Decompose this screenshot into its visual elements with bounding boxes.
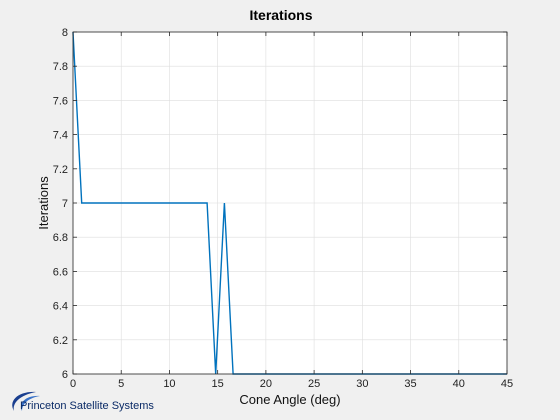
x-tick-label: 30 <box>356 378 368 390</box>
x-axis: 0 5 10 15 20 25 30 35 40 45 <box>70 32 513 390</box>
y-tick-label: 7.6 <box>53 95 68 107</box>
y-tick-label: 6 <box>62 369 68 381</box>
x-tick-label: 10 <box>163 378 175 390</box>
y-tick-label: 7.4 <box>53 130 68 142</box>
x-tick-label: 40 <box>453 378 465 390</box>
company-name: Princeton Satellite Systems <box>20 400 154 412</box>
y-tick-label: 8 <box>62 27 68 39</box>
x-tick-label: 15 <box>212 378 224 390</box>
y-tick-label: 6.2 <box>53 335 68 347</box>
x-axis-title: Cone Angle (deg) <box>239 392 340 407</box>
x-tick-label: 0 <box>70 378 76 390</box>
y-tick-label: 7.8 <box>53 61 68 73</box>
x-tick-label: 45 <box>501 378 513 390</box>
y-tick-label: 6.4 <box>53 301 68 313</box>
y-tick-label: 6.8 <box>53 232 68 244</box>
y-tick-label: 7 <box>62 198 68 210</box>
x-tick-label: 20 <box>260 378 272 390</box>
x-tick-label: 35 <box>404 378 416 390</box>
y-tick-label: 6.6 <box>53 266 68 278</box>
chart-title: Iterations <box>249 7 312 23</box>
y-tick-label: 7.2 <box>53 164 68 176</box>
y-axis-title: Iterations <box>36 176 51 230</box>
swoosh-logo-icon <box>12 391 40 411</box>
footer: Princeton Satellite Systems <box>6 389 206 417</box>
x-tick-label: 5 <box>118 378 124 390</box>
x-tick-label: 25 <box>308 378 320 390</box>
y-axis: 6 6.2 6.4 6.6 6.8 7 7.2 7.4 7.6 7.8 8 <box>53 27 507 381</box>
